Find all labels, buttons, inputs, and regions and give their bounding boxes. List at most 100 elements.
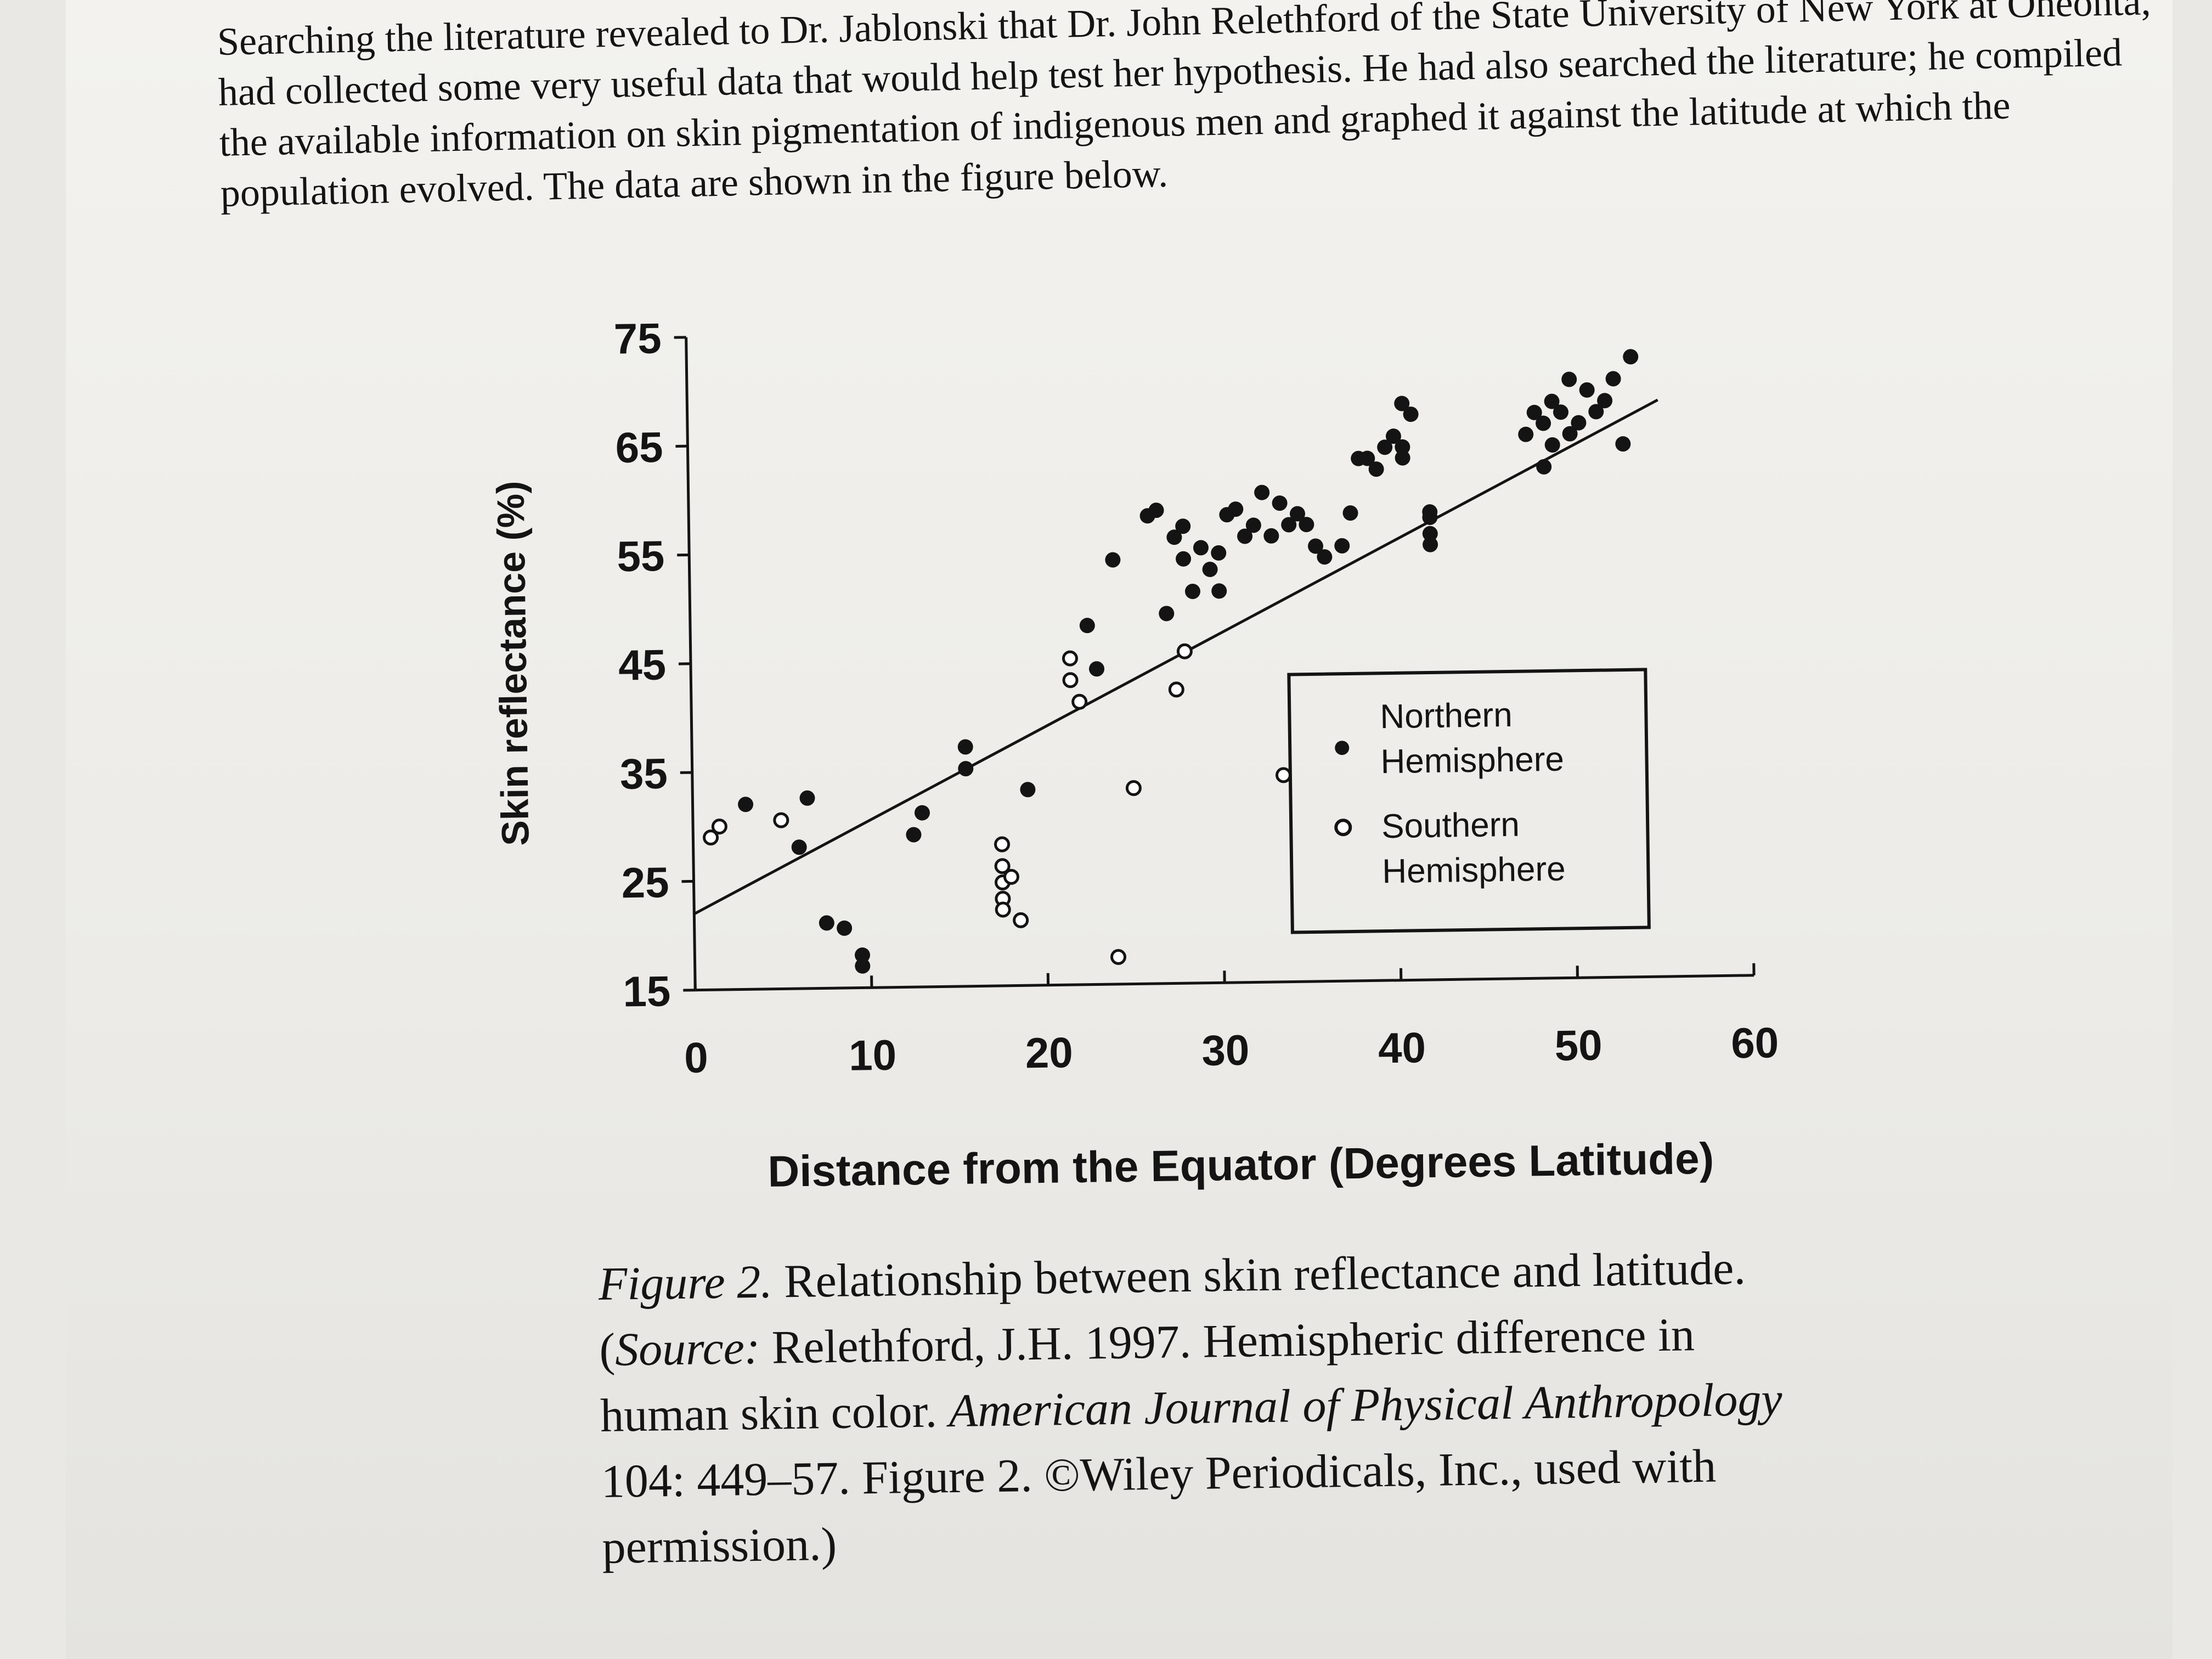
northern-point	[1571, 415, 1587, 431]
northern-point	[1237, 528, 1253, 544]
northern-point	[1615, 436, 1631, 452]
southern-point	[773, 812, 789, 828]
northern-point	[1597, 393, 1613, 409]
northern-point	[819, 915, 834, 931]
northern-point	[1175, 518, 1191, 534]
northern-point	[1394, 396, 1410, 411]
northern-point	[1395, 450, 1410, 466]
figure-caption: Figure 2. Relationship between skin refl…	[598, 1234, 1837, 1580]
x-tick-label: 10	[849, 1031, 897, 1080]
southern-point	[1275, 767, 1291, 783]
northern-point	[914, 805, 930, 821]
northern-point	[1368, 461, 1384, 477]
northern-point	[738, 797, 754, 812]
y-tick-label: 75	[613, 314, 662, 363]
southern-point	[1071, 693, 1088, 710]
northern-point	[1245, 517, 1261, 533]
northern-point	[1422, 504, 1438, 520]
southern-point	[1013, 912, 1029, 928]
northern-point	[1281, 517, 1297, 533]
northern-point	[1020, 782, 1036, 798]
southern-point	[703, 830, 719, 846]
northern-point	[1148, 503, 1164, 518]
southern-point	[1176, 643, 1193, 659]
northern-point	[957, 739, 973, 755]
northern-point	[1193, 540, 1209, 556]
caption-source-open: (	[599, 1323, 616, 1376]
southern-point	[995, 901, 1011, 918]
northern-point	[1544, 393, 1560, 409]
northern-point	[1159, 606, 1175, 622]
northern-point	[1536, 459, 1552, 475]
trend-line-group	[693, 398, 1658, 916]
northern-point	[1605, 371, 1621, 387]
southern-point	[994, 858, 1011, 874]
x-axis-label: Distance from the Equator (Degrees Latit…	[768, 1134, 1714, 1196]
x-tick-label: 50	[1554, 1021, 1602, 1070]
caption-title: Relationship between skin reflectance an…	[783, 1241, 1746, 1308]
scatter-figure: 0 10 20 30 40 50 60 15 25 35 45 55 65 75 Distance fro…	[483, 294, 1812, 1217]
northern-point	[799, 790, 815, 806]
northern-point	[1334, 538, 1350, 554]
northern-point	[1623, 349, 1639, 365]
northern-point	[791, 839, 807, 855]
northern-point	[1588, 404, 1604, 420]
legend-northern-marker	[1335, 741, 1350, 755]
southern-point	[994, 836, 1011, 853]
northern-point	[1272, 495, 1288, 511]
northern-point	[1299, 517, 1314, 533]
southern-point	[1003, 868, 1019, 885]
northern-point	[837, 920, 853, 936]
y-axis-label: Skin reflectance (%)	[489, 481, 537, 846]
northern-point	[1317, 549, 1333, 565]
northern-point	[1254, 484, 1270, 500]
southern-point	[1062, 672, 1079, 689]
northern-point	[1544, 437, 1560, 453]
y-tick-label: 35	[619, 749, 668, 798]
y-tick-label: 65	[615, 423, 663, 472]
legend-southern-line2: Hemisphere	[1382, 850, 1566, 891]
legend-southern-marker	[1334, 819, 1352, 837]
southern-point	[1125, 780, 1142, 797]
legend-box	[1287, 668, 1651, 934]
northern-point	[1263, 528, 1279, 544]
northern-point	[1211, 545, 1227, 561]
book-page	[66, 0, 2172, 1659]
northern-point	[1423, 537, 1438, 552]
x-tick-label: 60	[1731, 1018, 1779, 1067]
northern-point	[1290, 506, 1306, 522]
trend-line	[693, 398, 1658, 916]
northern-point	[1518, 426, 1534, 442]
y-tick-label: 55	[617, 532, 665, 580]
y-tick-label: 25	[621, 858, 669, 907]
northern-point	[958, 761, 974, 777]
x-tick-label: 20	[1025, 1028, 1073, 1077]
legend-southern-line1: Southern	[1381, 806, 1520, 846]
northern-point	[1526, 404, 1542, 420]
x-tick-label: 40	[1378, 1023, 1426, 1072]
northern-point	[1308, 538, 1324, 554]
northern-point	[1579, 382, 1595, 398]
northern-point	[1562, 426, 1578, 442]
caption-source-label: Source:	[614, 1321, 761, 1376]
caption-figure-label: Figure 2.	[598, 1255, 773, 1310]
northern-point	[1079, 618, 1095, 634]
northern-point	[1377, 439, 1393, 455]
legend-northern-line2: Hemisphere	[1380, 741, 1564, 781]
northern-point	[1422, 526, 1438, 541]
data-points	[703, 349, 1639, 974]
northern-point	[1561, 371, 1577, 387]
northern-point	[1202, 561, 1218, 577]
legend: Northern Hemisphere Southern Hemisphere	[1287, 668, 1651, 934]
northern-point	[1342, 505, 1358, 521]
scatter-chart: 0 10 20 30 40 50 60 15 25 35 45 55 65 75 Distance fro…	[489, 314, 1779, 1196]
northern-point	[855, 958, 871, 974]
x-tick-label: 30	[1201, 1026, 1250, 1075]
northern-point	[1228, 501, 1244, 517]
southern-point	[711, 819, 727, 835]
legend-northern-line1: Northern	[1380, 696, 1513, 736]
x-tick-label: 0	[684, 1033, 709, 1082]
southern-point	[1062, 650, 1078, 667]
caption-journal: American Journal of Physical Anthropolog…	[948, 1372, 1783, 1437]
northern-point	[906, 827, 922, 843]
